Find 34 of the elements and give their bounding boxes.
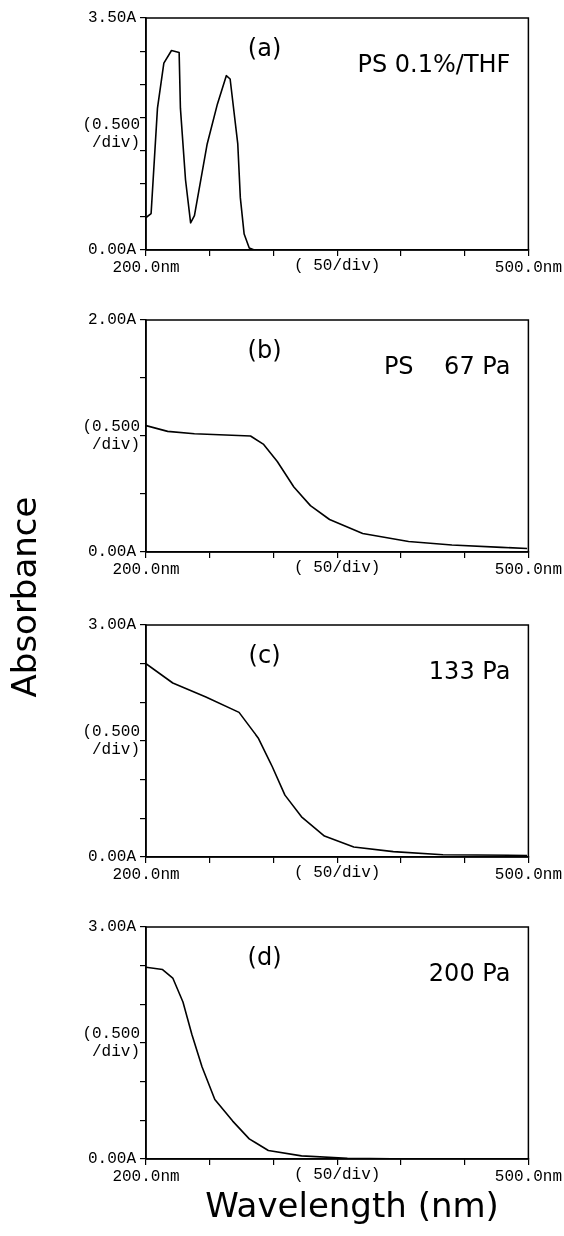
x-tick-label: 200.0nm [112,865,180,884]
y-axis-title: (0.500 /div) [82,116,140,153]
annotation: (a) [247,34,282,63]
x-axis-title: ( 50/div) [293,559,381,578]
y-axis-title: (0.500 /div) [82,1025,140,1062]
y-tick-label: 3.50A [87,9,137,28]
y-tick-label: 3.00A [87,616,137,635]
x-axis-title: ( 50/div) [293,1166,381,1185]
y-tick-label: 0.00A [87,1150,137,1169]
y-tick-label: 0.00A [87,543,137,562]
y-tick-label: 2.00A [87,311,137,330]
x-axis-title: ( 50/div) [293,257,381,276]
text: Absorbance [3,496,44,698]
x-tick-label: 500.0nm [494,258,562,277]
y-tick-label: 0.00A [87,241,137,260]
x-tick-label: 200.0nm [112,1167,180,1186]
x-tick-label: 500.0nm [494,1167,562,1186]
y-axis-title: (0.500 /div) [82,723,140,760]
y-axis-title: (0.500 /div) [82,418,140,455]
annotation: 200 Pa [428,959,511,988]
annotation: (b) [247,336,282,365]
annotation: (c) [248,641,281,670]
annotation: 133 Pa [428,657,511,686]
x-tick-label: 500.0nm [494,865,562,884]
text: Wavelength (nm) [204,1185,500,1225]
annotation: PS 67 Pa [383,352,511,381]
y-tick-label: 3.00A [87,918,137,937]
annotation: PS 0.1%/THF [357,50,511,79]
x-tick-label: 200.0nm [112,258,180,277]
annotation: (d) [247,943,282,972]
x-tick-label: 200.0nm [112,560,180,579]
y-tick-label: 0.00A [87,848,137,867]
x-axis-title: ( 50/div) [293,864,381,883]
x-tick-label: 500.0nm [494,560,562,579]
